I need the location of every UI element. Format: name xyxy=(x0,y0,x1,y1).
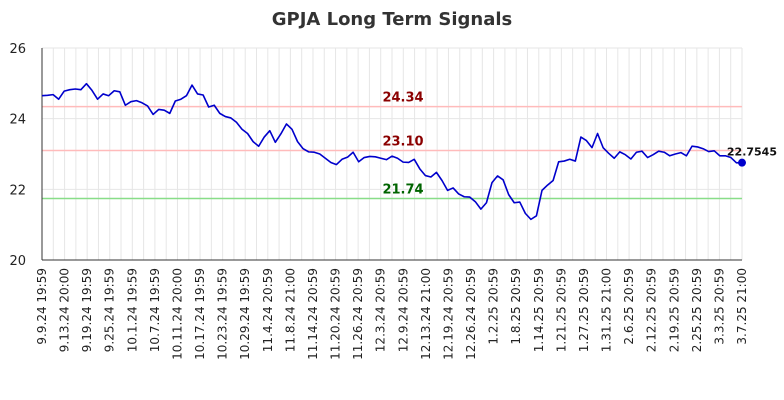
x-tick-label: 3.7.25 21:00 xyxy=(735,268,749,345)
x-tick-label: 12.19.24 20:59 xyxy=(441,268,455,360)
x-tick-label: 10.1.24 19:59 xyxy=(125,268,139,352)
x-tick-label: 1.8.25 20:59 xyxy=(509,268,523,345)
x-tick-label: 11.8.24 21:00 xyxy=(283,268,297,352)
signal-level-label: 23.10 xyxy=(382,134,423,149)
x-tick-label: 12.26.24 20:59 xyxy=(464,268,478,360)
y-tick-label: 24 xyxy=(9,113,26,128)
x-tick-label: 11.26.24 20:59 xyxy=(351,268,365,360)
x-tick-label: 10.17.24 19:59 xyxy=(193,268,207,360)
x-tick-label: 10.7.24 19:59 xyxy=(148,268,162,352)
x-tick-label: 12.9.24 20:59 xyxy=(396,268,410,352)
x-tick-label: 10.11.24 20:00 xyxy=(170,268,184,360)
grid xyxy=(41,47,743,261)
x-tick-label: 1.31.25 21:00 xyxy=(600,268,614,352)
x-tick-label: 12.3.24 20:59 xyxy=(374,268,388,352)
x-tick-label: 1.27.25 20:59 xyxy=(577,268,591,352)
signal-level-label: 21.74 xyxy=(382,183,423,198)
x-tick-label: 2.19.25 20:59 xyxy=(667,268,681,352)
signal-levels: 24.34 23.10 21.74 xyxy=(42,91,742,200)
x-tick-label: 1.21.25 20:59 xyxy=(554,268,568,352)
series: 22.7545 xyxy=(41,82,777,221)
x-tick-label: 2.6.25 20:59 xyxy=(622,268,636,345)
y-tick-label: 20 xyxy=(9,254,26,269)
x-tick-label: 10.29.24 19:59 xyxy=(238,268,252,360)
tick-labels: 9.9.24 19:59 9.13.24 20:00 9.19.24 19:59 9.… xyxy=(9,42,749,360)
price-series-line xyxy=(41,82,743,221)
y-tick-label: 26 xyxy=(9,42,26,57)
x-tick-label: 2.25.25 20:59 xyxy=(690,268,704,352)
x-tick-label: 11.4.24 20:59 xyxy=(261,268,275,352)
x-tick-label: 11.20.24 20:59 xyxy=(329,268,343,360)
signal-level-label: 24.34 xyxy=(382,91,423,106)
x-tick-label: 1.2.25 20:59 xyxy=(487,268,501,345)
x-tick-label: 9.13.24 20:00 xyxy=(58,268,72,352)
x-tick-label: 1.14.25 20:59 xyxy=(532,268,546,352)
x-tick-label: 9.19.24 19:59 xyxy=(80,268,94,352)
x-tick-label: 11.14.24 20:59 xyxy=(306,268,320,360)
axes xyxy=(41,48,742,261)
x-tick-label: 9.9.24 19:59 xyxy=(35,268,49,345)
x-tick-label: 2.12.25 20:59 xyxy=(645,268,659,352)
x-tick-label: 12.13.24 21:00 xyxy=(419,268,433,360)
x-tick-label: 10.23.24 19:59 xyxy=(216,268,230,360)
x-tick-label: 9.25.24 19:59 xyxy=(103,268,117,352)
chart-title: GPJA Long Term Signals xyxy=(272,9,513,30)
x-tick-label: 3.3.25 20:59 xyxy=(712,268,726,345)
last-value-label: 22.7545 xyxy=(727,146,777,159)
y-tick-label: 22 xyxy=(9,183,26,198)
last-value-point xyxy=(738,158,746,167)
